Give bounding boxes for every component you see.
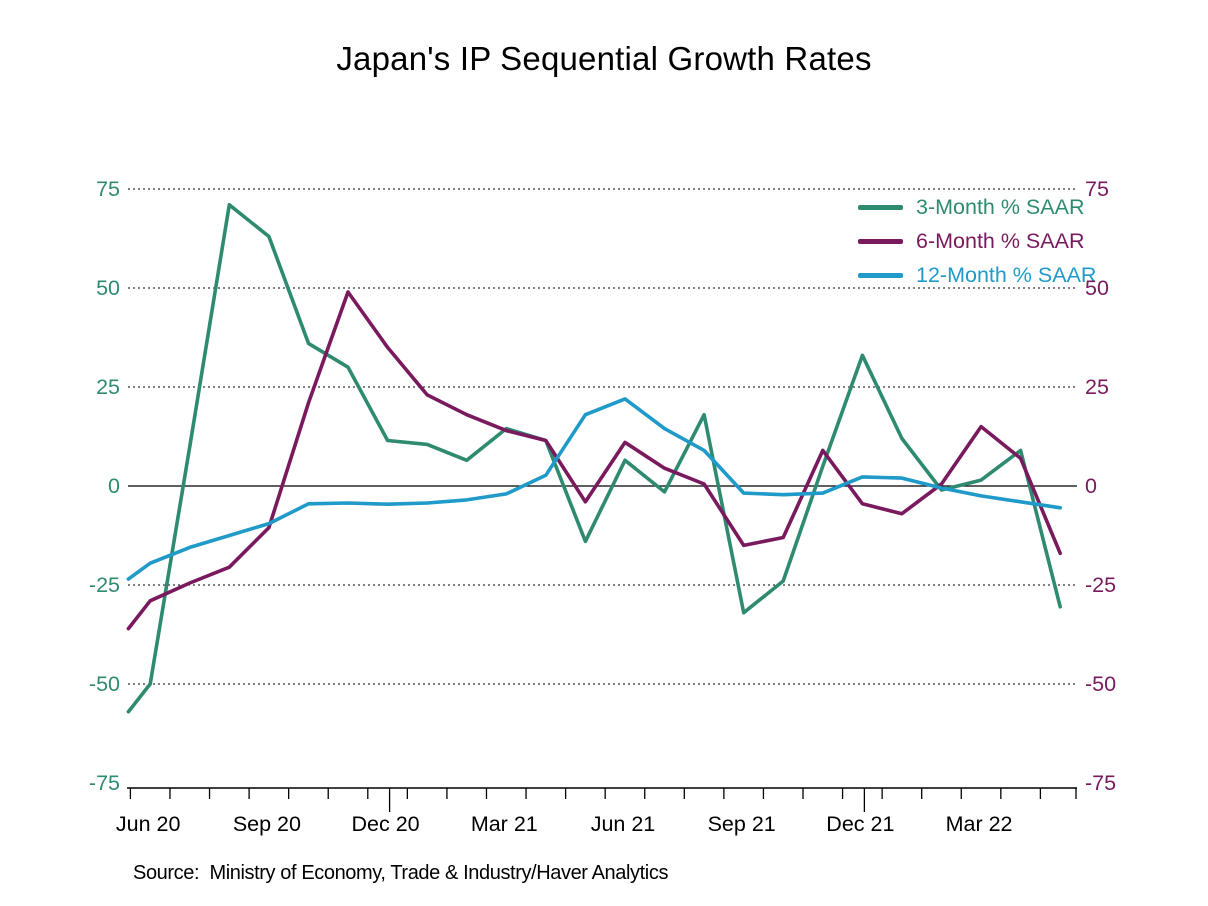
y-axis-label-right--75: -75 bbox=[1085, 771, 1117, 795]
x-axis-label-dec-20: Dec 20 bbox=[351, 812, 420, 836]
y-axis-label-right-25: 25 bbox=[1085, 375, 1109, 399]
legend-label: 6-Month % SAAR bbox=[916, 228, 1085, 253]
y-axis-label-right--50: -50 bbox=[1085, 672, 1117, 696]
legend-swatch-line-icon bbox=[858, 238, 903, 244]
y-axis-label-left--25: -25 bbox=[88, 573, 120, 597]
y-axis-label-right-75: 75 bbox=[1085, 177, 1109, 201]
y-axis-label-right-0: 0 bbox=[1085, 474, 1097, 498]
y-axis-label-left-0: 0 bbox=[108, 474, 120, 498]
line-12-month-saar bbox=[126, 397, 1062, 581]
chart-title: Japan's IP Sequential Growth Rates bbox=[336, 40, 872, 77]
legend-swatch-line-icon bbox=[858, 272, 903, 278]
y-axis-label-left--50: -50 bbox=[88, 672, 120, 696]
y-axis-label-left-50: 50 bbox=[96, 276, 120, 300]
y-axis-label-left-25: 25 bbox=[96, 375, 120, 399]
y-axis-label-right--25: -25 bbox=[1085, 573, 1117, 597]
line-6-month-saar bbox=[126, 290, 1062, 631]
legend-label: 12-Month % SAAR bbox=[916, 262, 1097, 287]
x-axis-label-mar-22: Mar 22 bbox=[945, 812, 1013, 836]
legend-swatch-line-icon bbox=[858, 204, 903, 210]
x-axis-label-sep-21: Sep 21 bbox=[707, 812, 776, 836]
legend-item: 12-Month % SAAR bbox=[858, 258, 1096, 292]
x-axis-label-jun-21: Jun 21 bbox=[590, 812, 656, 836]
x-axis-label-dec-21: Dec 21 bbox=[826, 812, 895, 836]
line-3-month-saar bbox=[126, 203, 1062, 714]
y-axis-label-left-75: 75 bbox=[96, 177, 120, 201]
legend-item: 3-Month % SAAR bbox=[858, 190, 1096, 224]
legend-label: 3-Month % SAAR bbox=[916, 194, 1085, 219]
x-axis-label-mar-21: Mar 21 bbox=[470, 812, 538, 836]
y-axis-label-left--75: -75 bbox=[88, 771, 120, 795]
y-axis-label-right-50: 50 bbox=[1085, 276, 1109, 300]
x-axis-label-sep-20: Sep 20 bbox=[232, 812, 301, 836]
legend-item: 6-Month % SAAR bbox=[858, 224, 1096, 258]
legend: 3-Month % SAAR 6-Month % SAAR 12-Month % S… bbox=[858, 190, 1096, 292]
x-axis-label-jun-20: Jun 20 bbox=[115, 812, 181, 836]
source-note: Source: Ministry of Economy, Trade & Ind… bbox=[133, 862, 669, 884]
